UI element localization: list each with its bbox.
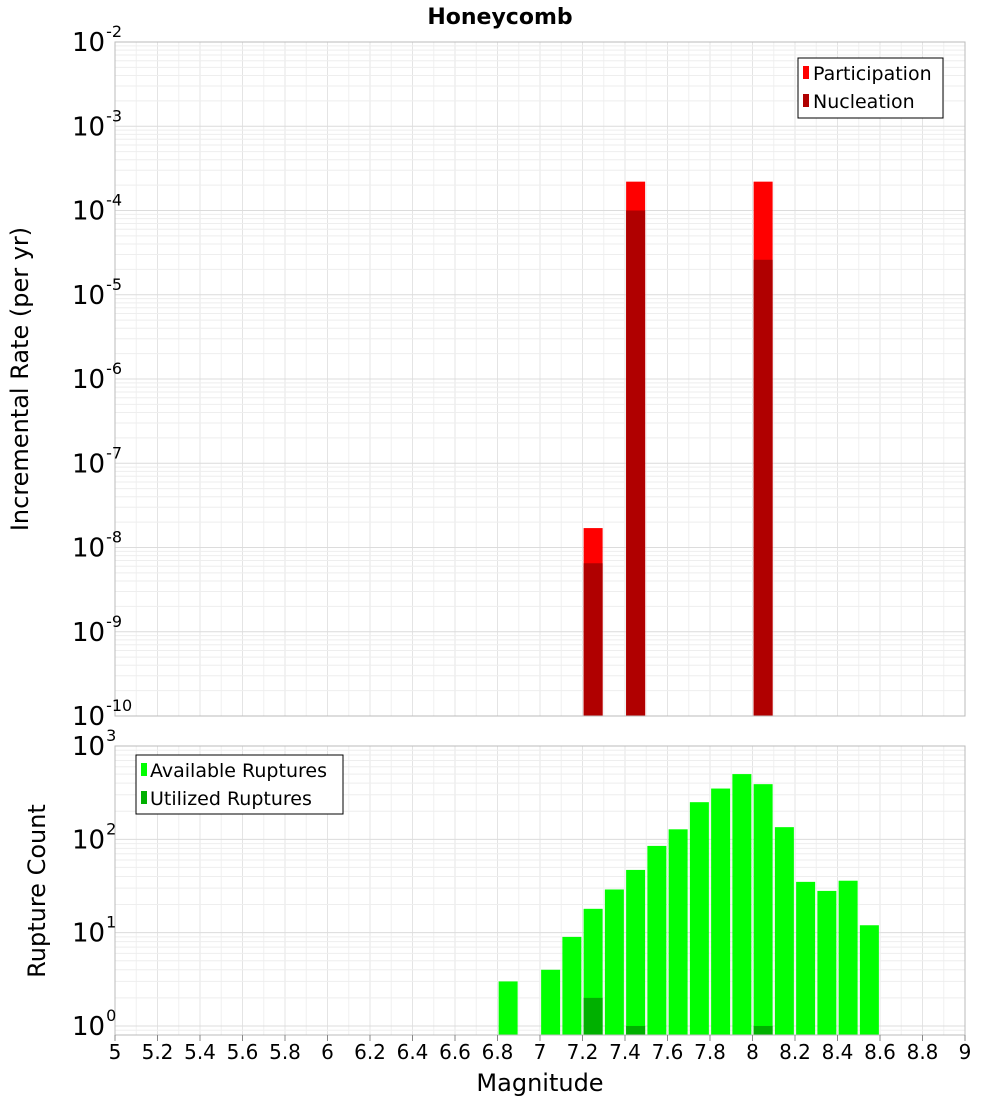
x-tick-label: 5 [109,1040,122,1064]
rate-nucleation-bar [753,259,773,716]
count-available-ruptures-bar [541,969,561,1035]
legend-label-nucleation: Nucleation [813,91,915,113]
legend-label-participation: Participation [813,63,932,85]
count-available-ruptures-bar [668,829,688,1035]
rate-nucleation-bar [583,563,603,716]
count-y-tick-label: 100 [72,1006,116,1042]
magnitude-x-axis-label: Magnitude [476,1069,603,1097]
x-tick-label: 7.4 [609,1040,641,1064]
count-available-ruptures-bar [498,981,518,1035]
x-tick-label: 7.2 [567,1040,599,1064]
x-tick-label: 5.8 [269,1040,301,1064]
count-y-tick-label: 101 [72,913,116,949]
legend-swatch-participation [803,66,809,79]
x-tick-label: 6.2 [354,1040,386,1064]
rate-panel: 10-10 10-9 10-8 10-7 10-6 10-5 10-4 10-3 10-2 In… [6,22,966,732]
count-available-ruptures-bar [711,788,731,1035]
count-available-ruptures-bar [647,845,667,1035]
rate-y-tick-label: 10-2 [72,22,122,58]
x-tick-label: 8 [746,1040,759,1064]
count-y-ticks: 100 101 102 103 [72,726,116,1042]
count-available-ruptures-bar [604,889,624,1035]
rate-y-tick-label: 10-9 [72,612,122,648]
legend-label-utilized: Utilized Ruptures [150,788,312,810]
chart-title: Honeycomb [427,5,572,30]
count-legend: Available Ruptures Utilized Ruptures [135,754,344,815]
legend-swatch-available [141,763,147,776]
x-tick-label: 6.6 [439,1040,471,1064]
x-tick-label: 5.6 [227,1040,259,1064]
x-tick-label: 6.8 [482,1040,514,1064]
x-tick-label: 6.4 [397,1040,429,1064]
count-available-ruptures-bar [838,880,858,1035]
legend-swatch-utilized [141,791,147,804]
rate-y-tick-label: 10-3 [72,106,122,142]
x-tick-label: 7 [534,1040,547,1064]
x-tick-label: 5.4 [184,1040,216,1064]
rate-plot-frame [114,41,966,717]
count-utilized-ruptures-bar [583,997,603,1035]
count-available-ruptures-bar [796,881,816,1035]
rate-y-axis-label: Incremental Rate (per yr) [6,227,34,531]
x-tick-label: 7.8 [694,1040,726,1064]
count-y-tick-label: 102 [72,819,116,855]
count-available-ruptures-bar [689,802,709,1035]
rate-legend: Participation Nucleation [797,57,944,119]
legend-label-available: Available Ruptures [150,760,327,782]
count-available-ruptures-bar [732,774,752,1035]
rate-bars [583,181,773,717]
count-available-ruptures-bar [859,925,879,1035]
rate-nucleation-bar [626,210,646,716]
count-available-ruptures-bar [626,869,646,1035]
rate-gridlines [114,42,966,717]
x-tick-label: 7.6 [652,1040,684,1064]
rate-y-tick-label: 10-7 [72,443,122,479]
count-y-axis-label: Rupture Count [23,804,51,978]
x-tick-label: 8.2 [779,1040,811,1064]
count-bars [498,774,879,1035]
x-tick-label: 9 [959,1040,972,1064]
count-available-ruptures-bar [817,890,837,1035]
count-available-ruptures-bar [774,827,794,1035]
count-panel: 100 101 102 103 5 5.2 5.4 5.6 5.8 6 6.2 6.4 6.6 6.8 7… [23,726,971,1097]
rate-legend-box [797,57,944,119]
magnitude-x-ticks: 5 5.2 5.4 5.6 5.8 6 6.2 6.4 6.6 6.8 7 7.2 7.4 7.6 7.8 8… [109,1035,972,1064]
x-tick-label: 5.2 [142,1040,174,1064]
rate-y-tick-label: 10-8 [72,528,122,564]
x-tick-label: 8.6 [864,1040,896,1064]
legend-swatch-nucleation [803,94,809,107]
count-available-ruptures-bar [562,936,582,1035]
rate-y-ticks: 10-10 10-9 10-8 10-7 10-6 10-5 10-4 10-3 10-2 [72,22,132,732]
rate-y-tick-label: 10-5 [72,275,122,311]
count-available-ruptures-bar [753,784,773,1035]
rate-y-tick-label: 10-6 [72,359,122,395]
x-tick-label: 6 [321,1040,334,1064]
rate-y-tick-label: 10-4 [72,191,122,227]
count-utilized-ruptures-bar [626,1025,646,1035]
rate-y-tick-label: 10-10 [72,696,132,732]
x-tick-label: 8.4 [822,1040,854,1064]
count-y-tick-label: 103 [72,726,116,762]
x-tick-label: 8.8 [907,1040,939,1064]
count-legend-box [135,754,344,815]
count-utilized-ruptures-bar [753,1025,773,1035]
